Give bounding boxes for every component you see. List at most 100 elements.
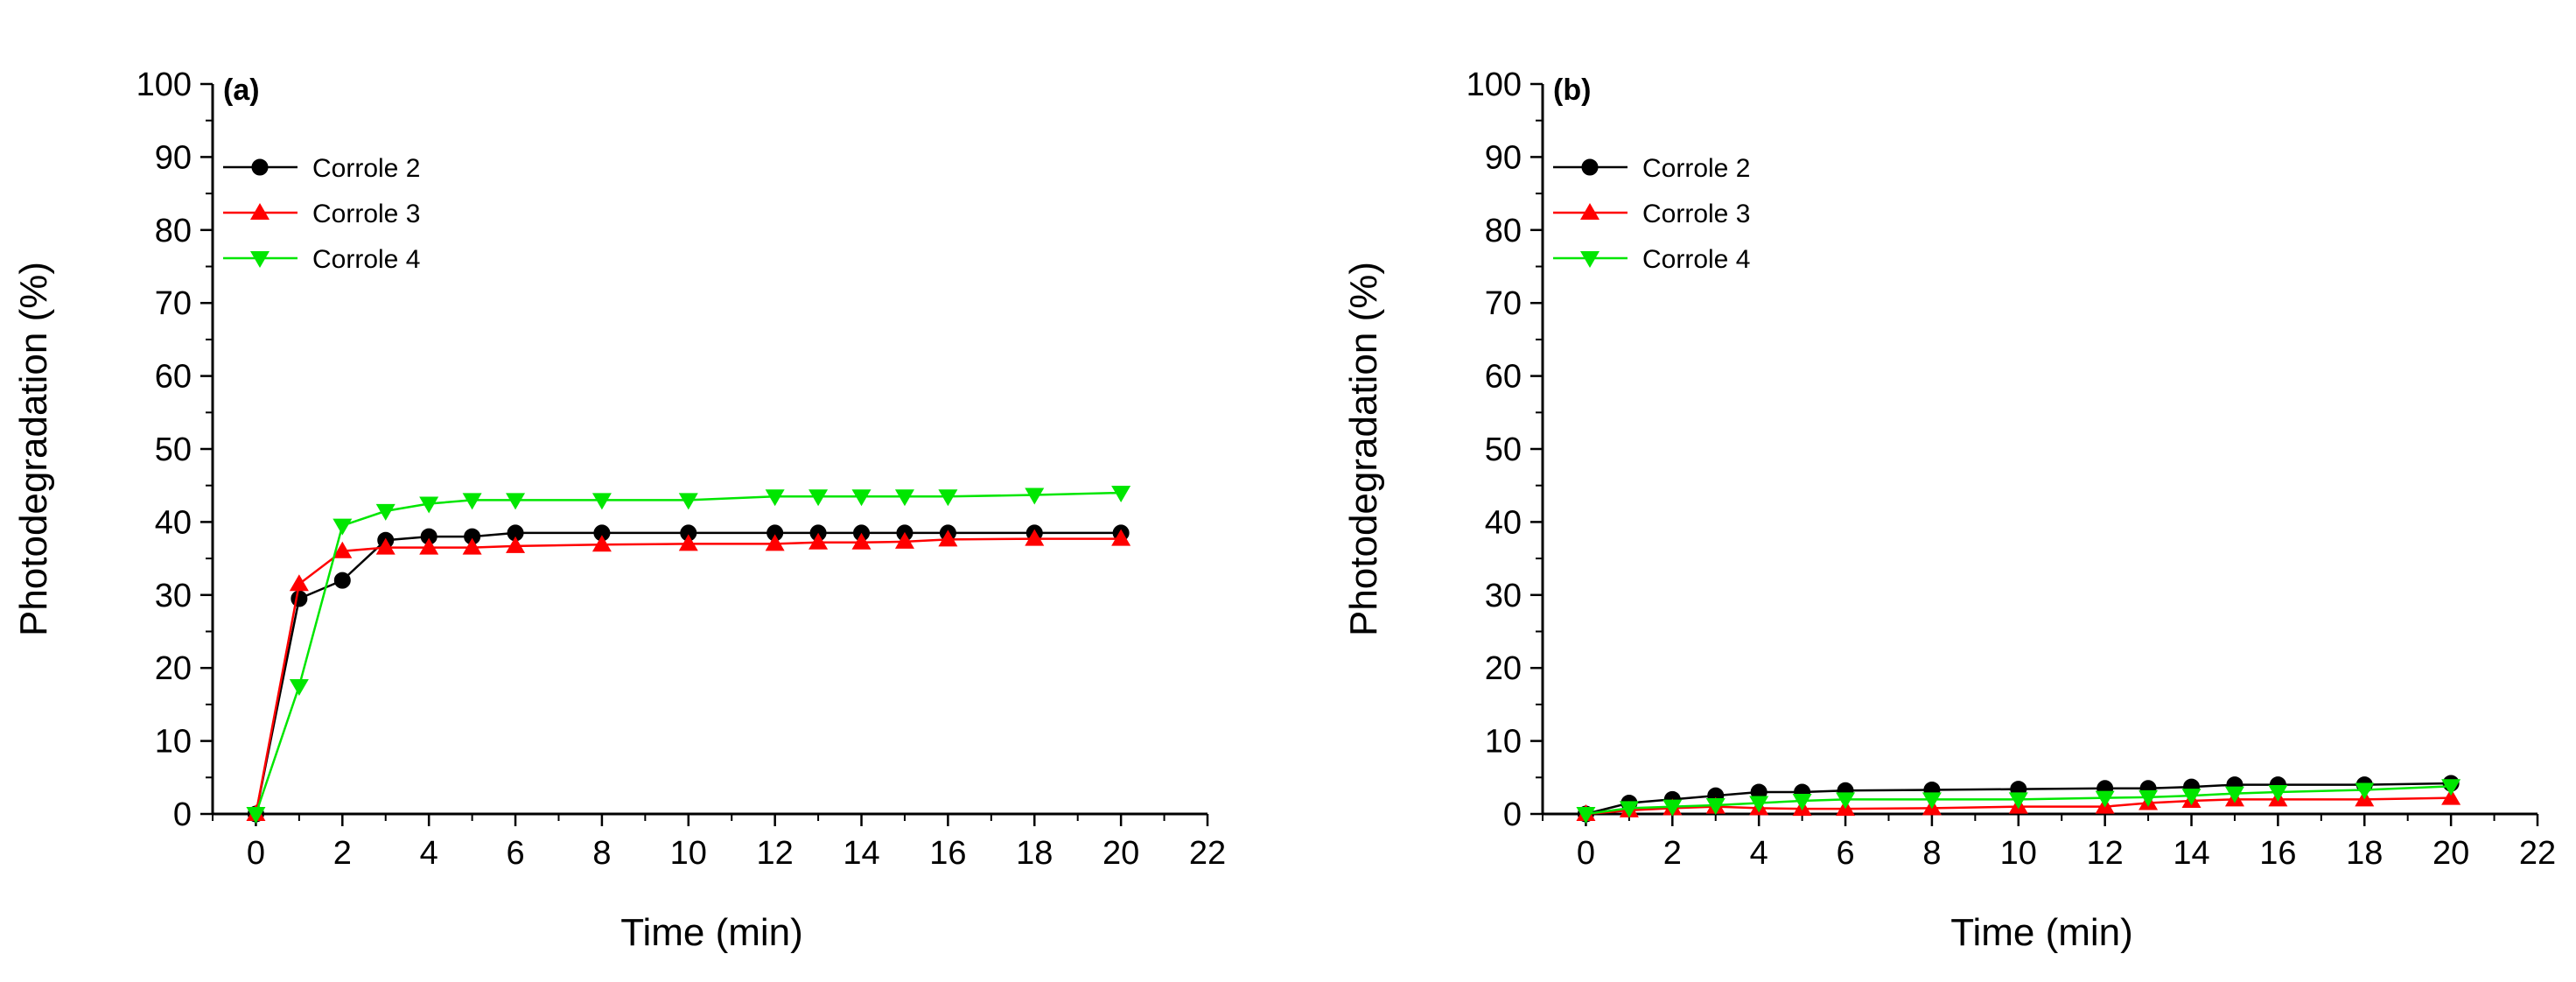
y-tick-label: 60 [155, 359, 192, 396]
x-tick-label: 10 [2000, 835, 2037, 872]
data-point [808, 532, 829, 550]
data-point [851, 489, 872, 507]
x-tick-label: 4 [1750, 835, 1768, 872]
y-tick-label: 20 [1485, 650, 1522, 687]
data-point [808, 489, 829, 507]
x-tick-label: 22 [1189, 835, 1226, 872]
data-point [678, 493, 698, 510]
y-tick-label: 10 [1485, 724, 1522, 761]
x-tick-label: 20 [1102, 835, 1139, 872]
y-tick-label: 40 [1485, 504, 1522, 541]
legend-marker [1580, 203, 1600, 220]
panel-label: (b) [1553, 74, 1591, 107]
legend: Corrole 2 Corrole 3 Corrole 4 [1553, 154, 1750, 274]
x-tick-label: 22 [2519, 835, 2556, 872]
data-point [592, 535, 612, 552]
data-point [2441, 779, 2461, 796]
data-point [2181, 789, 2202, 806]
data-point [765, 489, 785, 507]
data-point [290, 590, 308, 607]
data-point [332, 541, 353, 558]
series-line [1586, 782, 2452, 816]
x-tick-label: 12 [2087, 835, 2124, 872]
y-tick-label: 60 [1485, 359, 1522, 396]
y-tick-label: 50 [1485, 431, 1522, 468]
y-tick-label: 90 [1485, 139, 1522, 176]
x-tick-label: 14 [843, 835, 879, 872]
data-point [289, 679, 309, 697]
panel-label: (a) [223, 74, 260, 107]
data-point [1111, 529, 1131, 546]
data-point [938, 489, 958, 507]
x-tick-label: 8 [1922, 835, 1941, 872]
legend-marker [251, 158, 269, 176]
y-tick-label: 100 [136, 67, 192, 103]
data-point [1749, 796, 1769, 813]
y-tick-label: 90 [155, 139, 192, 176]
x-tick-label: 6 [506, 835, 524, 872]
data-point [1922, 792, 1942, 810]
series-line [1586, 796, 2452, 816]
series-corrole-4 [1576, 779, 2461, 824]
data-point [375, 537, 396, 555]
data-point [894, 531, 914, 549]
x-tick-label: 0 [1577, 835, 1595, 872]
x-tick-label: 16 [2259, 835, 2296, 872]
x-tick-label: 2 [333, 835, 352, 872]
y-tick-label: 0 [1503, 796, 1522, 833]
data-point [1705, 797, 1726, 815]
data-point [1619, 801, 1639, 818]
y-tick-label: 40 [155, 504, 192, 541]
y-tick-label: 10 [155, 724, 192, 761]
series-corrole-2 [247, 524, 1130, 823]
legend-label: Corrole 3 [312, 200, 420, 228]
y-axis-title: Photodegradation (%) [1342, 262, 1385, 636]
y-axis-title: Photodegradation (%) [12, 262, 55, 636]
x-tick-label: 8 [592, 835, 611, 872]
data-point [419, 537, 439, 555]
x-tick-label: 12 [757, 835, 794, 872]
series-corrole-4 [246, 486, 1131, 824]
y-tick-label: 0 [173, 796, 192, 833]
y-tick-label: 80 [155, 213, 192, 249]
data-point [1111, 486, 1131, 503]
data-point [938, 530, 958, 547]
y-tick-label: 80 [1485, 213, 1522, 249]
data-point [506, 493, 526, 510]
legend-label: Corrole 4 [312, 245, 420, 274]
x-tick-label: 18 [1016, 835, 1053, 872]
series-line [255, 531, 1122, 815]
series-corrole-3 [246, 529, 1131, 821]
data-point [332, 518, 353, 536]
x-tick-label: 14 [2173, 835, 2209, 872]
y-tick-label: 70 [1485, 285, 1522, 322]
data-point [2355, 782, 2375, 800]
x-tick-label: 20 [2432, 835, 2469, 872]
y-tick-label: 50 [155, 431, 192, 468]
y-tick-label: 30 [155, 578, 192, 614]
data-point [1662, 799, 1683, 817]
legend-marker [1581, 158, 1599, 176]
data-point [2008, 792, 2028, 810]
data-point [765, 534, 785, 551]
data-point [289, 574, 309, 592]
chart-panel-b: 0 10 20 30 40 50 60 70 80 90 100 0 2 4 6 8 10 12 14 16 18 20 2… [1342, 67, 2556, 954]
chart-panel-a: 0 10 20 30 40 50 60 70 80 90 100 0 2 4 6 8 10 12 14 16 18 20 2… [12, 67, 1226, 954]
series-line [1586, 785, 2452, 816]
x-tick-label: 10 [670, 835, 707, 872]
legend-marker [250, 251, 270, 268]
data-point [1576, 807, 1596, 824]
data-point [506, 536, 526, 553]
data-point [2224, 786, 2244, 803]
legend-label: Corrole 2 [1642, 154, 1750, 183]
data-point [851, 532, 872, 550]
data-point [2095, 790, 2115, 808]
data-point [2268, 784, 2288, 802]
data-point [1025, 529, 1045, 546]
data-point [894, 489, 914, 507]
data-point [333, 572, 351, 589]
y-tick-label: 20 [155, 650, 192, 687]
x-tick-label: 4 [420, 835, 438, 872]
x-tick-label: 0 [247, 835, 265, 872]
